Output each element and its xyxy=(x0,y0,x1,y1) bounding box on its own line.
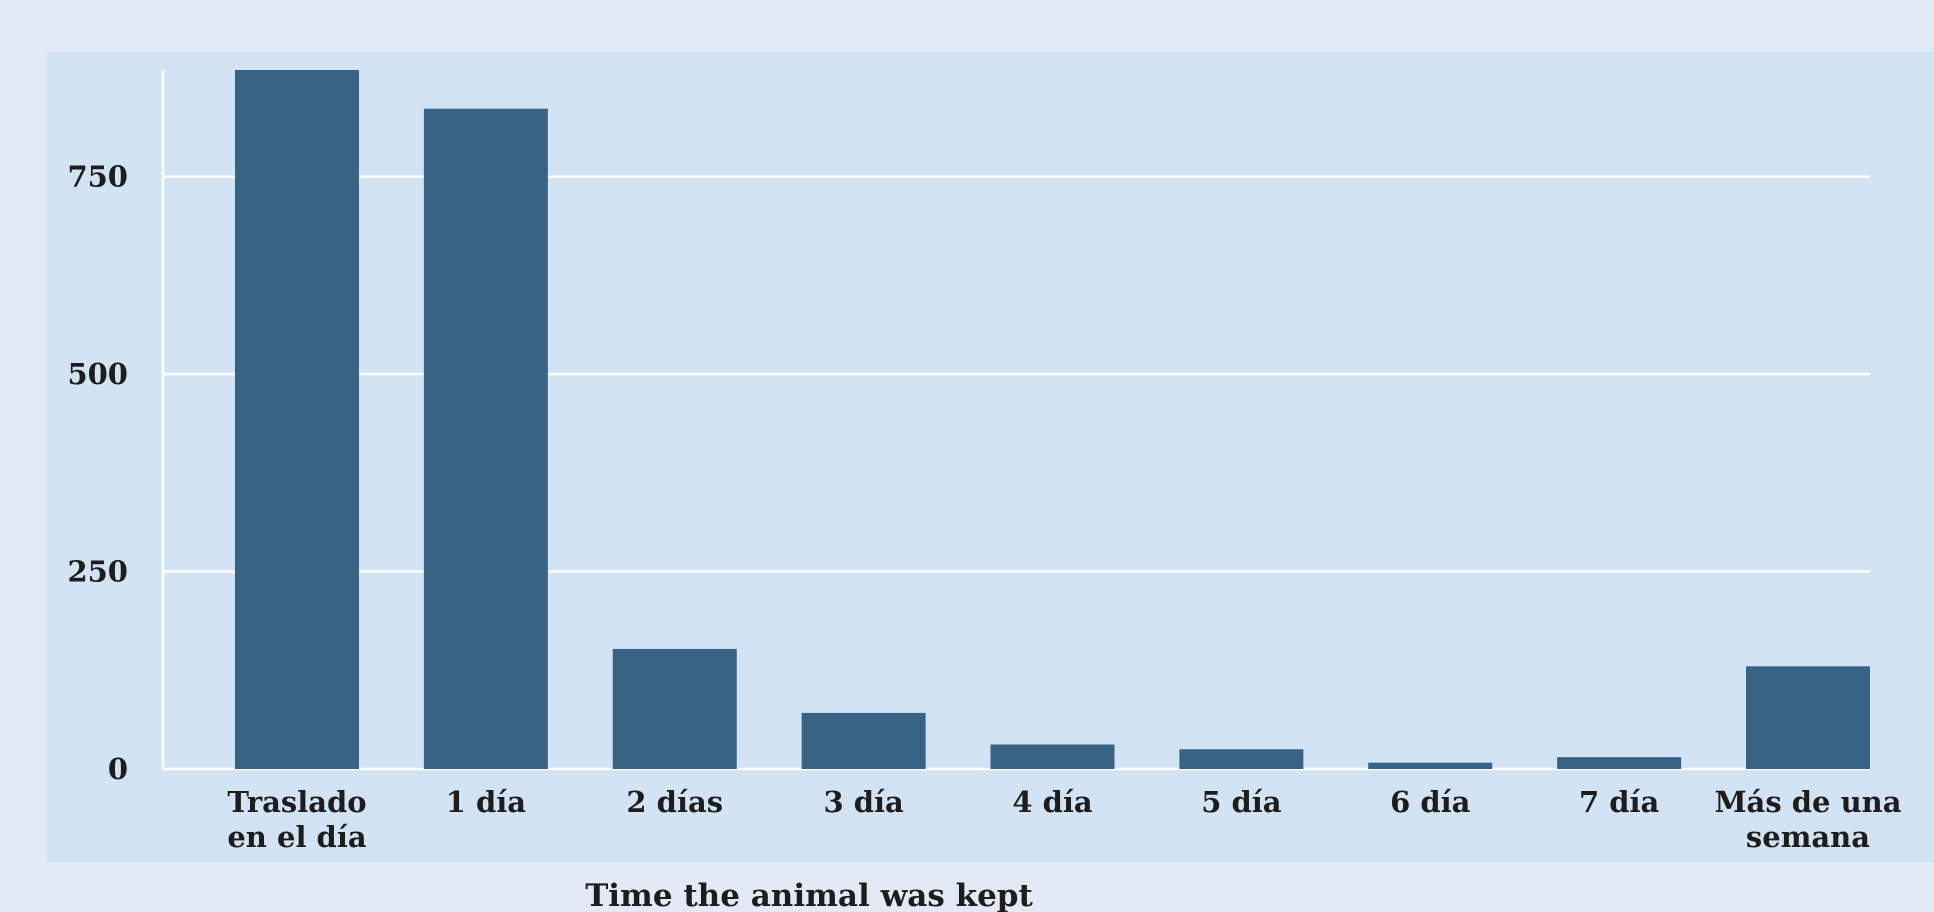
x-tick-label: Más de una semana xyxy=(1714,785,1901,854)
bar xyxy=(801,712,926,769)
y-tick-label: 0 xyxy=(108,752,128,786)
x-tick-labels: Traslado en el día 1 día 2 días 3 día 4 día 5 … xyxy=(227,785,1901,854)
bar xyxy=(990,744,1115,769)
y-tick-labels: 0 250 500 750 xyxy=(67,160,128,786)
bar xyxy=(612,648,737,769)
y-tick-label: 250 xyxy=(67,555,128,589)
x-tick-label: 2 días xyxy=(626,785,723,819)
bar xyxy=(1557,757,1682,769)
bar xyxy=(235,70,359,769)
x-tick-label: 3 día xyxy=(823,785,904,819)
x-tick-label: 4 día xyxy=(1012,785,1093,819)
x-axis-label: Time the animal was kept xyxy=(585,878,1033,912)
x-tick-label: Traslado en el día xyxy=(227,785,366,854)
x-tick-label: 7 día xyxy=(1579,785,1660,819)
x-tick-label: 5 día xyxy=(1201,785,1282,819)
x-tick-label: 6 día xyxy=(1390,785,1471,819)
bars xyxy=(235,70,1870,769)
bar xyxy=(1368,762,1493,769)
bar xyxy=(423,108,548,769)
y-tick-label: 750 xyxy=(67,160,128,194)
x-tick-label: 1 día xyxy=(446,785,527,819)
plot-background xyxy=(47,52,1934,862)
y-tick-label: 500 xyxy=(67,357,128,391)
bar xyxy=(1179,749,1304,769)
bar xyxy=(1746,666,1870,769)
